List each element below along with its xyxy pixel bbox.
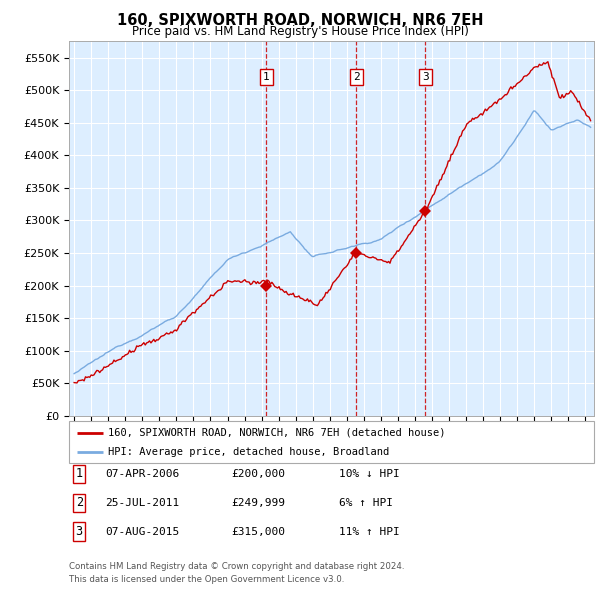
Text: Price paid vs. HM Land Registry's House Price Index (HPI): Price paid vs. HM Land Registry's House … — [131, 25, 469, 38]
Text: £249,999: £249,999 — [231, 498, 285, 507]
Text: 160, SPIXWORTH ROAD, NORWICH, NR6 7EH: 160, SPIXWORTH ROAD, NORWICH, NR6 7EH — [117, 13, 483, 28]
Text: Contains HM Land Registry data © Crown copyright and database right 2024.: Contains HM Land Registry data © Crown c… — [69, 562, 404, 571]
Text: £315,000: £315,000 — [231, 527, 285, 536]
Text: 2: 2 — [76, 496, 83, 509]
Text: 3: 3 — [76, 525, 83, 538]
Text: £200,000: £200,000 — [231, 469, 285, 478]
Text: 07-AUG-2015: 07-AUG-2015 — [105, 527, 179, 536]
Text: 1: 1 — [76, 467, 83, 480]
Text: 2: 2 — [353, 72, 360, 82]
Text: 07-APR-2006: 07-APR-2006 — [105, 469, 179, 478]
Text: 11% ↑ HPI: 11% ↑ HPI — [339, 527, 400, 536]
Text: 25-JUL-2011: 25-JUL-2011 — [105, 498, 179, 507]
Text: HPI: Average price, detached house, Broadland: HPI: Average price, detached house, Broa… — [109, 447, 389, 457]
Text: 160, SPIXWORTH ROAD, NORWICH, NR6 7EH (detached house): 160, SPIXWORTH ROAD, NORWICH, NR6 7EH (d… — [109, 428, 446, 438]
FancyBboxPatch shape — [69, 421, 594, 463]
Text: 3: 3 — [422, 72, 428, 82]
Text: 10% ↓ HPI: 10% ↓ HPI — [339, 469, 400, 478]
Text: This data is licensed under the Open Government Licence v3.0.: This data is licensed under the Open Gov… — [69, 575, 344, 584]
Text: 1: 1 — [263, 72, 269, 82]
Text: 6% ↑ HPI: 6% ↑ HPI — [339, 498, 393, 507]
